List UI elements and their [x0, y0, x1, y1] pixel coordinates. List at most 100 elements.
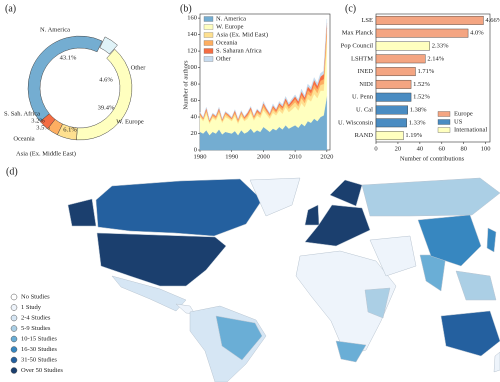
x-tick-label: 2020 [320, 153, 333, 160]
bar-label: 1.52% [413, 94, 430, 101]
country [440, 310, 500, 357]
x-axis-label: Number of contributions [400, 155, 465, 162]
legend-label: 31-50 Studies [21, 356, 57, 363]
bar-label: 1.71% [417, 68, 434, 75]
bar [375, 92, 412, 102]
slice-value-label: 39.4% [98, 104, 115, 111]
legend-label: S. Saharan Africa [216, 47, 262, 54]
country [329, 179, 363, 207]
legend-swatch [203, 40, 214, 46]
legend-label: Asia (Ex. Mid East) [216, 31, 268, 38]
bar-label: 1.52% [413, 81, 430, 88]
country [95, 178, 263, 237]
legend-label: Over 50 Studies [21, 367, 63, 374]
country [455, 270, 497, 301]
country [493, 351, 500, 373]
x-tick-label: 1990 [225, 153, 238, 160]
country [295, 250, 397, 357]
bar [375, 41, 430, 51]
country [304, 204, 371, 247]
bar [375, 118, 407, 128]
y-tick-label: U. Penn [352, 94, 374, 101]
bar-label: 1.19% [405, 132, 422, 139]
country [486, 227, 497, 253]
y-tick-label: 120 [187, 48, 197, 55]
country [369, 235, 417, 277]
country [364, 287, 391, 319]
legend-label: Oceania [216, 39, 237, 46]
legend-marker [10, 346, 18, 353]
x-tick-label: 2010 [289, 153, 302, 160]
legend-swatch [203, 32, 214, 38]
y-tick-label: Max Planck [342, 30, 374, 37]
x-tick-label: 2000 [257, 153, 270, 160]
country [249, 177, 301, 217]
legend-marker [10, 293, 18, 301]
slice-label: Other [131, 64, 147, 71]
bar [375, 79, 412, 89]
slice-label: S. Sah. Africa [4, 110, 40, 117]
y-tick-label: 40 [191, 114, 198, 121]
slice-value-label: 3.2% [31, 117, 45, 124]
y-tick-label: 20 [191, 130, 198, 137]
slice-value-label: 43.1% [60, 54, 77, 61]
slice-value-label: 3.5% [36, 124, 50, 131]
bar [375, 54, 426, 64]
country [96, 232, 227, 287]
legend-label: International [454, 126, 487, 133]
country [335, 340, 367, 363]
x-tick-label: 80 [460, 145, 467, 152]
legend-marker [10, 304, 18, 311]
legend-label: W. Europe [216, 23, 244, 30]
y-tick-label: INED [357, 68, 373, 75]
legend-swatch [437, 127, 451, 133]
slice-label: W. Europe [116, 118, 144, 125]
legend-label: N. America [216, 15, 246, 22]
panel-label: (a) [5, 3, 16, 14]
country [111, 275, 187, 312]
country [417, 214, 482, 267]
donut-slice [99, 36, 118, 55]
y-tick-label: 80 [191, 81, 198, 88]
y-tick-label: Pop Council [341, 42, 374, 49]
y-tick-label: U. Cal [356, 106, 373, 113]
legend-swatch [437, 119, 451, 125]
bar [375, 131, 404, 141]
slice-label: Asia (Ex. Middle East) [16, 150, 76, 157]
legend-label: Europe [454, 110, 473, 117]
y-tick-label: LSE [361, 17, 373, 24]
legend-label: No Studies [21, 293, 50, 300]
donut-slice [27, 35, 103, 122]
panel-label: (b) [180, 3, 192, 14]
legend-marker [10, 335, 18, 343]
y-tick-label: 100 [187, 64, 197, 71]
y-tick-label: 0 [194, 146, 197, 153]
area [199, 18, 327, 121]
country [304, 204, 320, 226]
bar-label: 1.38% [410, 106, 427, 113]
country [215, 315, 263, 361]
y-tick-label: NIDI [359, 81, 373, 88]
donut-slice [39, 113, 56, 130]
legend-marker [10, 356, 18, 364]
x-tick-label: 40 [417, 145, 424, 152]
slice-label: N. America [40, 26, 70, 33]
x-tick-label: 1980 [194, 153, 207, 160]
x-tick-label: 100 [481, 145, 491, 152]
bar [375, 67, 416, 77]
legend-swatch [203, 16, 214, 22]
legend-label: 5-9 Studies [21, 325, 51, 332]
legend-swatch [203, 56, 214, 62]
y-tick-label: LSHTM [351, 55, 373, 62]
y-tick-label: RAND [355, 132, 374, 139]
country [419, 254, 447, 292]
legend-label: 2-4 Studies [21, 314, 51, 321]
bar-label: 4.0% [470, 30, 484, 37]
bar [375, 15, 484, 25]
legend-marker [10, 314, 18, 322]
bar-label: 2.33% [432, 42, 449, 49]
panel-label: (d) [6, 166, 18, 177]
y-axis-label: Number of authors [182, 60, 189, 110]
y-tick-label: U. Wisconsin [338, 119, 374, 126]
legend-swatch [203, 48, 214, 54]
